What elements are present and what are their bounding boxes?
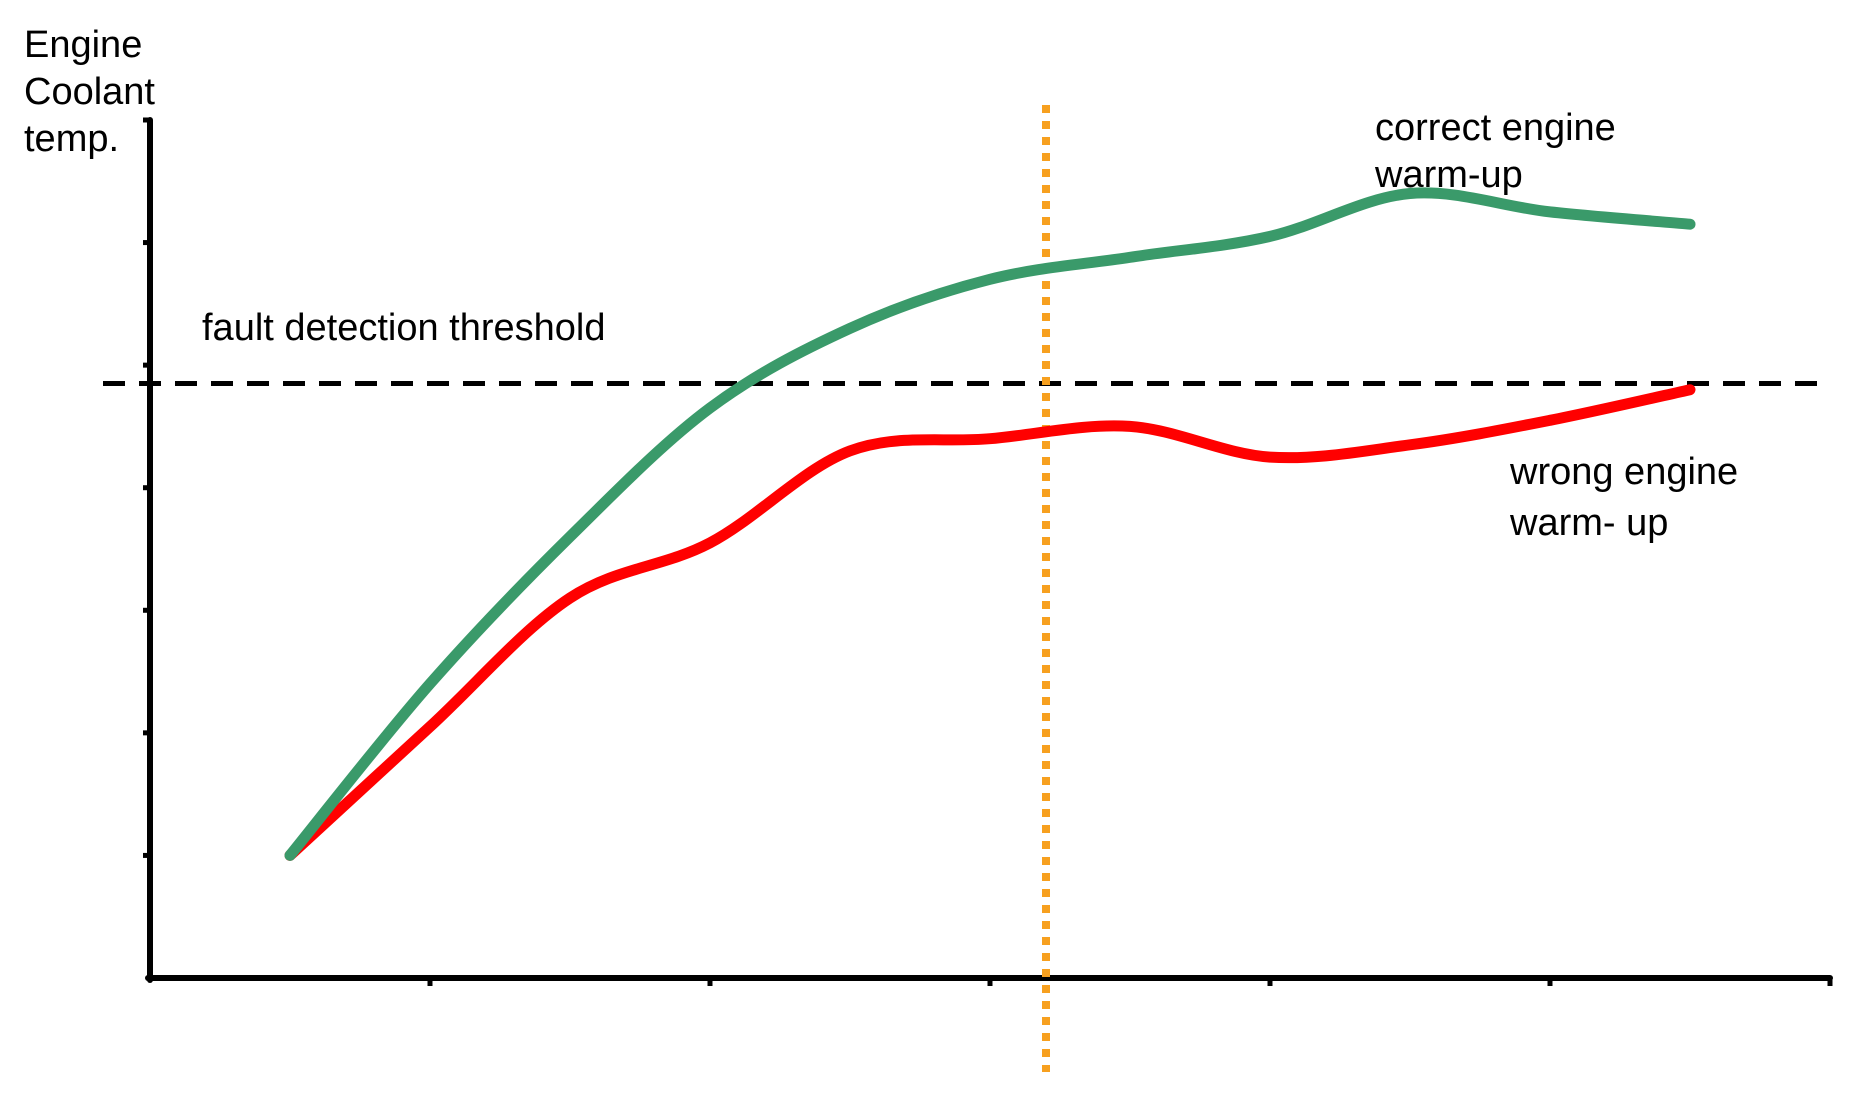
correct-series-label-line-1: correct engine [1375,107,1616,149]
y-axis-label-line-2: Coolant [24,71,155,113]
wrong-series-label-line-2: warm- up [1509,502,1668,544]
wrong-series-label-line-1: wrong engine [1509,451,1738,493]
correct-series-label-line-2: warm-up [1374,154,1523,196]
correct-warmup-line [284,187,1696,861]
series-group [284,187,1696,861]
axes [143,117,1833,986]
threshold-label: fault detection threshold [202,307,606,349]
y-axis-label-line-1: Engine [24,24,142,66]
wrong-warmup-line [284,384,1696,861]
y-axis-label-line-3: temp. [24,118,119,160]
